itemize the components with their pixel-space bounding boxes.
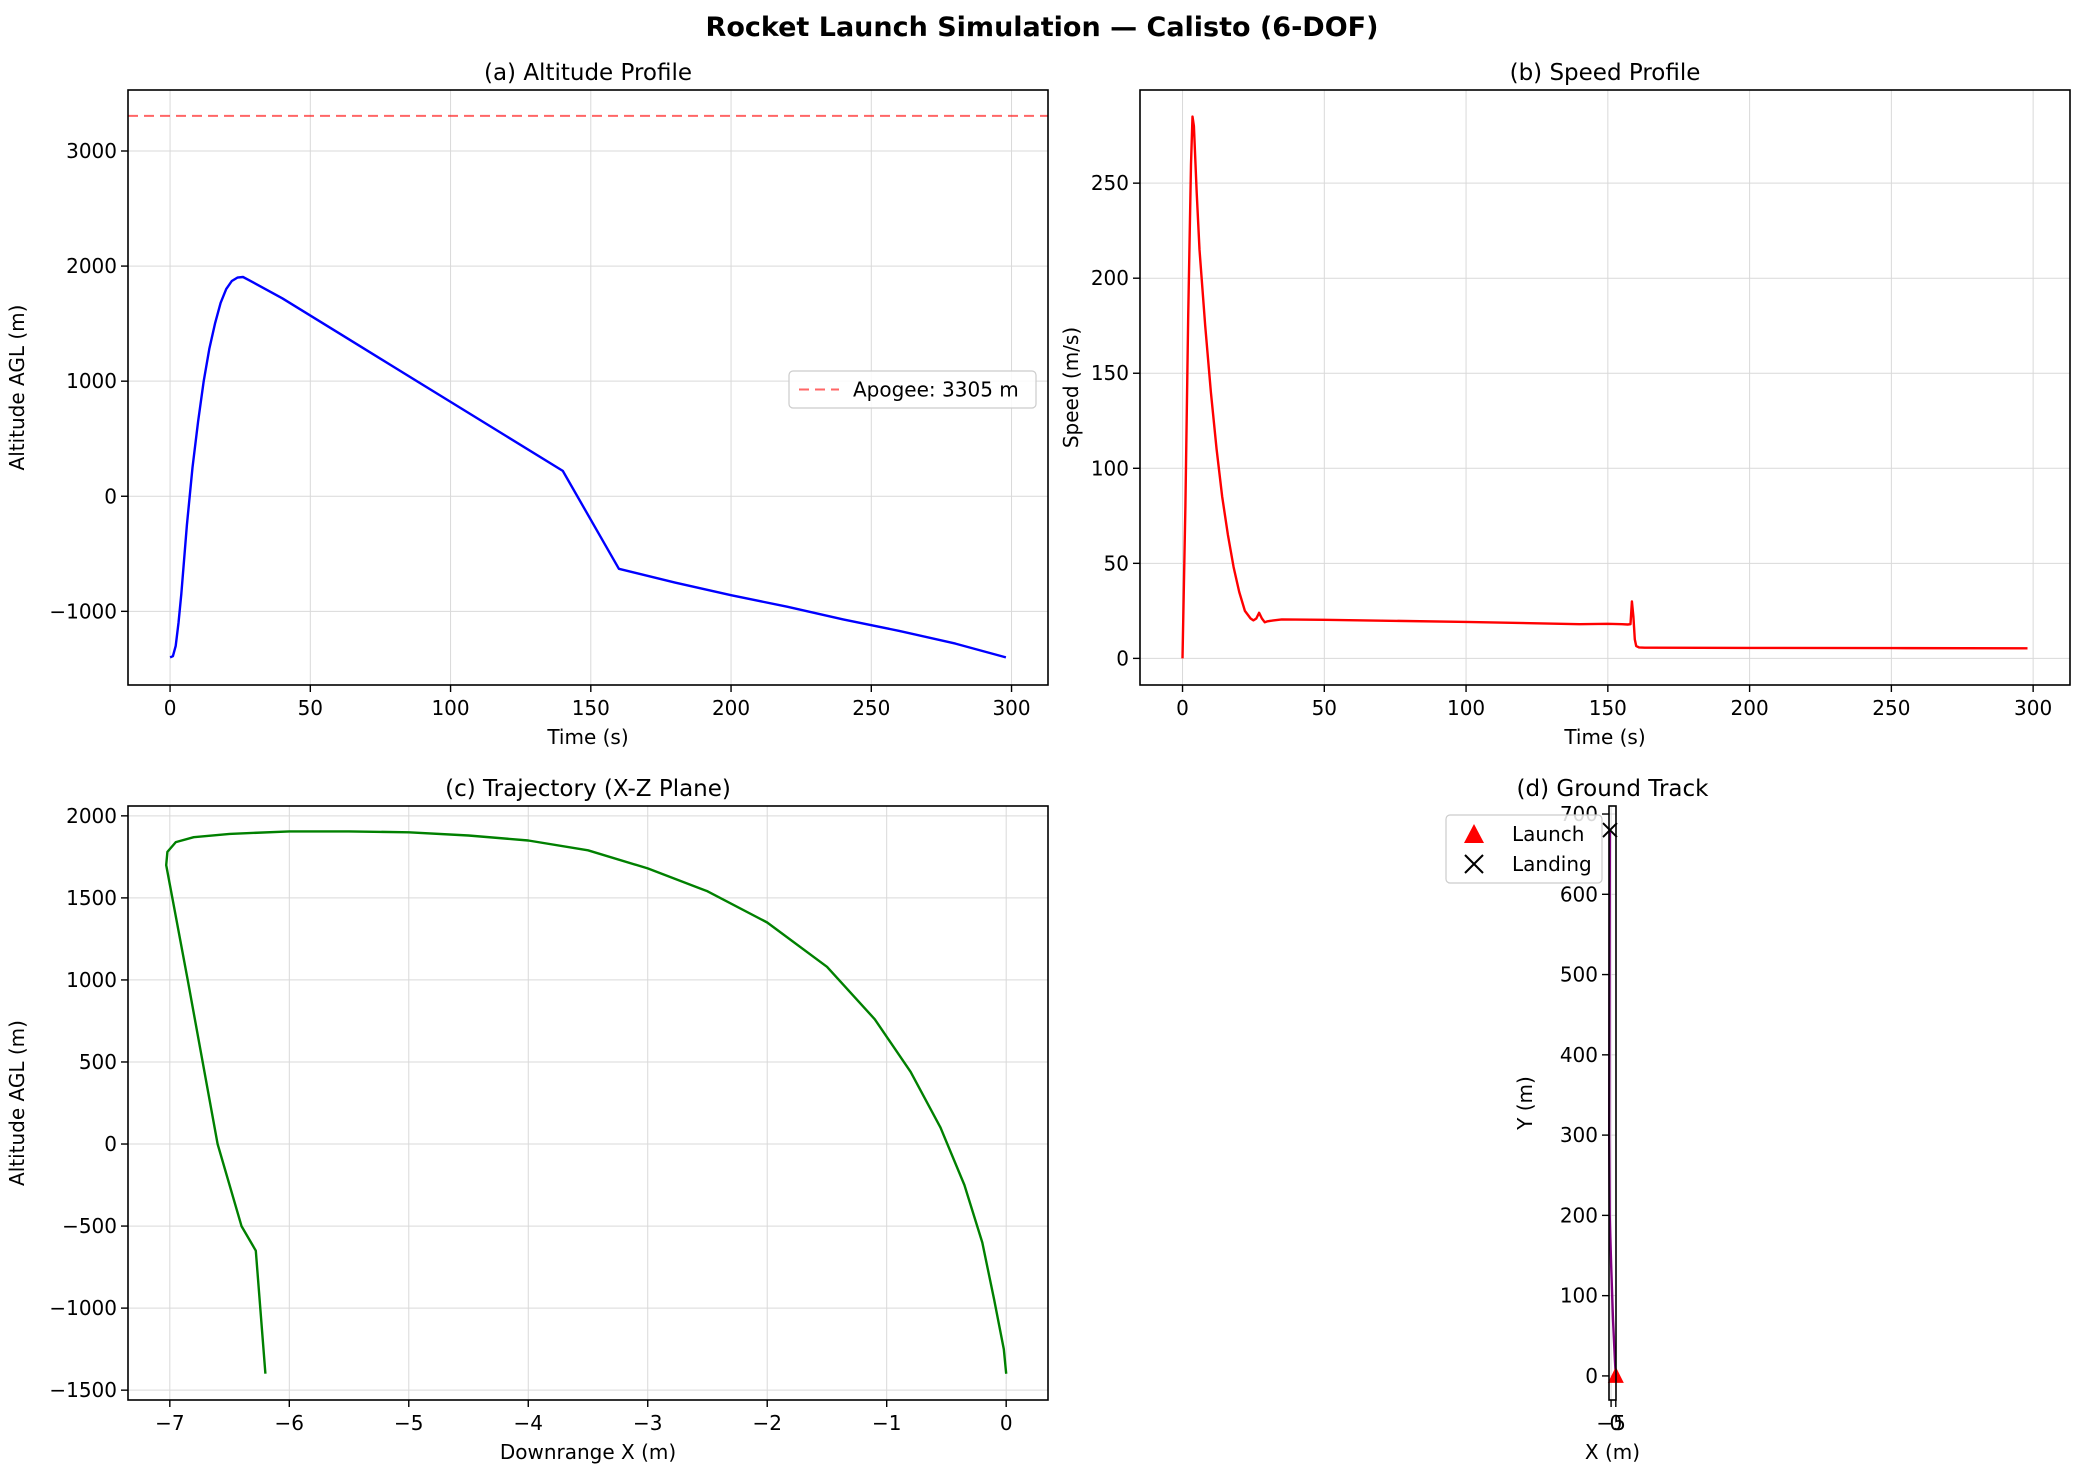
y-axis-label: Altitude AGL (m): [5, 1020, 29, 1186]
legend-label-launch: Launch: [1512, 822, 1584, 846]
panel-title: (c) Trajectory (X-Z Plane): [445, 776, 731, 802]
axes-frame: [127, 89, 1049, 686]
series-line-b-0: [1181, 115, 2028, 659]
y-axis-label: Altitude AGL (m): [5, 305, 29, 471]
y-tick-label: 100: [1560, 1284, 1598, 1308]
y-tick-label: 0: [104, 1132, 117, 1156]
axes-frame: [1139, 89, 2071, 686]
x-tick-label: −6: [275, 1411, 304, 1435]
y-tick-label: 3000: [66, 139, 117, 163]
x-axis-label: X (m): [1585, 1440, 1640, 1464]
y-tick-label: 0: [104, 484, 117, 508]
legend-box: [1445, 814, 1603, 884]
x-tick-label: 300: [992, 696, 1030, 720]
legend-label-landing: Landing: [1512, 852, 1592, 876]
y-tick-label: 150: [1091, 361, 1129, 385]
x-axis-label: Downrange X (m): [500, 1440, 676, 1464]
y-tick-label: 200: [1091, 266, 1129, 290]
x-axis-label: Time (s): [1563, 725, 1645, 749]
x-tick-label: 0: [164, 696, 177, 720]
legend-box: [788, 370, 1037, 409]
x-tick-label: 250: [852, 696, 890, 720]
axes-frame: [1608, 805, 1617, 1401]
x-tick-label: −2: [752, 1411, 781, 1435]
panel-trajectory-xz: −7 −6 −5 −4 −3 −2 −1 0 −1500 −1000 −500 0 500 1000 150…: [5, 776, 1049, 1464]
y-tick-label: 50: [1104, 551, 1129, 575]
y-tick-label: 2000: [66, 804, 117, 828]
panel-title: (a) Altitude Profile: [484, 60, 692, 86]
x-tick-label: 50: [298, 696, 323, 720]
x-tick-label: 150: [1589, 696, 1627, 720]
y-tick-label: 200: [1560, 1203, 1598, 1227]
x-tick-label: 200: [1731, 696, 1769, 720]
series-line-c-0: [164, 830, 1008, 1374]
panel-title: (d) Ground Track: [1517, 776, 1710, 802]
panel-speed-profile: 0 50 100 150 200 250 300 0 50 100 150 200 250 (b) Spe…: [1059, 60, 2071, 749]
x-tick-label: −5: [1596, 1411, 1625, 1435]
x-tick-label: 0: [1176, 696, 1189, 720]
x-tick-label: −1: [872, 1411, 901, 1435]
x-axis-label: Time (s): [546, 725, 628, 749]
x-tick-label: −4: [514, 1411, 543, 1435]
y-tick-label: 1500: [66, 886, 117, 910]
x-tick-label: −7: [155, 1411, 184, 1435]
x-tick-label: 250: [1872, 696, 1910, 720]
panel-title: (b) Speed Profile: [1510, 60, 1701, 86]
panel-altitude-profile: 0 50 100 150 200 250 300 −1000 0 1000 2000 3000 (a) …: [5, 60, 1049, 749]
y-tick-label: 0: [1116, 646, 1129, 670]
x-tick-label: 100: [1447, 696, 1485, 720]
x-tick-label: 200: [712, 696, 750, 720]
y-tick-label: −1000: [49, 599, 117, 623]
x-tick-label: −5: [394, 1411, 423, 1435]
y-tick-label: 100: [1091, 456, 1129, 480]
x-tick-label: −3: [633, 1411, 662, 1435]
y-tick-label: 600: [1560, 882, 1598, 906]
y-tick-label: 500: [1560, 963, 1598, 987]
x-tick-label: 50: [1312, 696, 1337, 720]
x-tick-label: 0: [1000, 1411, 1013, 1435]
series-line-a-0: [169, 275, 1007, 659]
axes-frame: [127, 805, 1049, 1401]
legend-swatch-launch: [1464, 824, 1484, 843]
legend-swatch-landing: [1464, 854, 1484, 874]
y-tick-label: 300: [1560, 1123, 1598, 1147]
y-tick-label: −500: [62, 1214, 117, 1238]
y-axis-label: Speed (m/s): [1059, 327, 1083, 448]
y-axis-label: Y (m): [1513, 1076, 1537, 1131]
y-tick-label: 0: [1585, 1364, 1598, 1388]
x-tick-label: 300: [2014, 696, 2052, 720]
y-tick-label: 1000: [66, 369, 117, 393]
y-tick-label: −1000: [49, 1296, 117, 1320]
landing-marker-stroke: [1602, 822, 1618, 838]
landing-marker: [1602, 822, 1618, 838]
legend-label-apogee: Apogee: 3305 m: [853, 378, 1019, 402]
x-tick-label: 100: [431, 696, 469, 720]
figure-suptitle: Rocket Launch Simulation — Calisto (6-DO…: [706, 12, 1379, 43]
x-tick-label: 150: [572, 696, 610, 720]
x-tick-label: 0: [1609, 1411, 1622, 1435]
y-tick-label: 2000: [66, 254, 117, 278]
y-tick-label: 250: [1091, 171, 1129, 195]
y-tick-label: −1500: [49, 1378, 117, 1402]
y-tick-label: 1000: [66, 968, 117, 992]
y-tick-label: 500: [79, 1050, 117, 1074]
y-tick-label: 400: [1560, 1043, 1598, 1067]
